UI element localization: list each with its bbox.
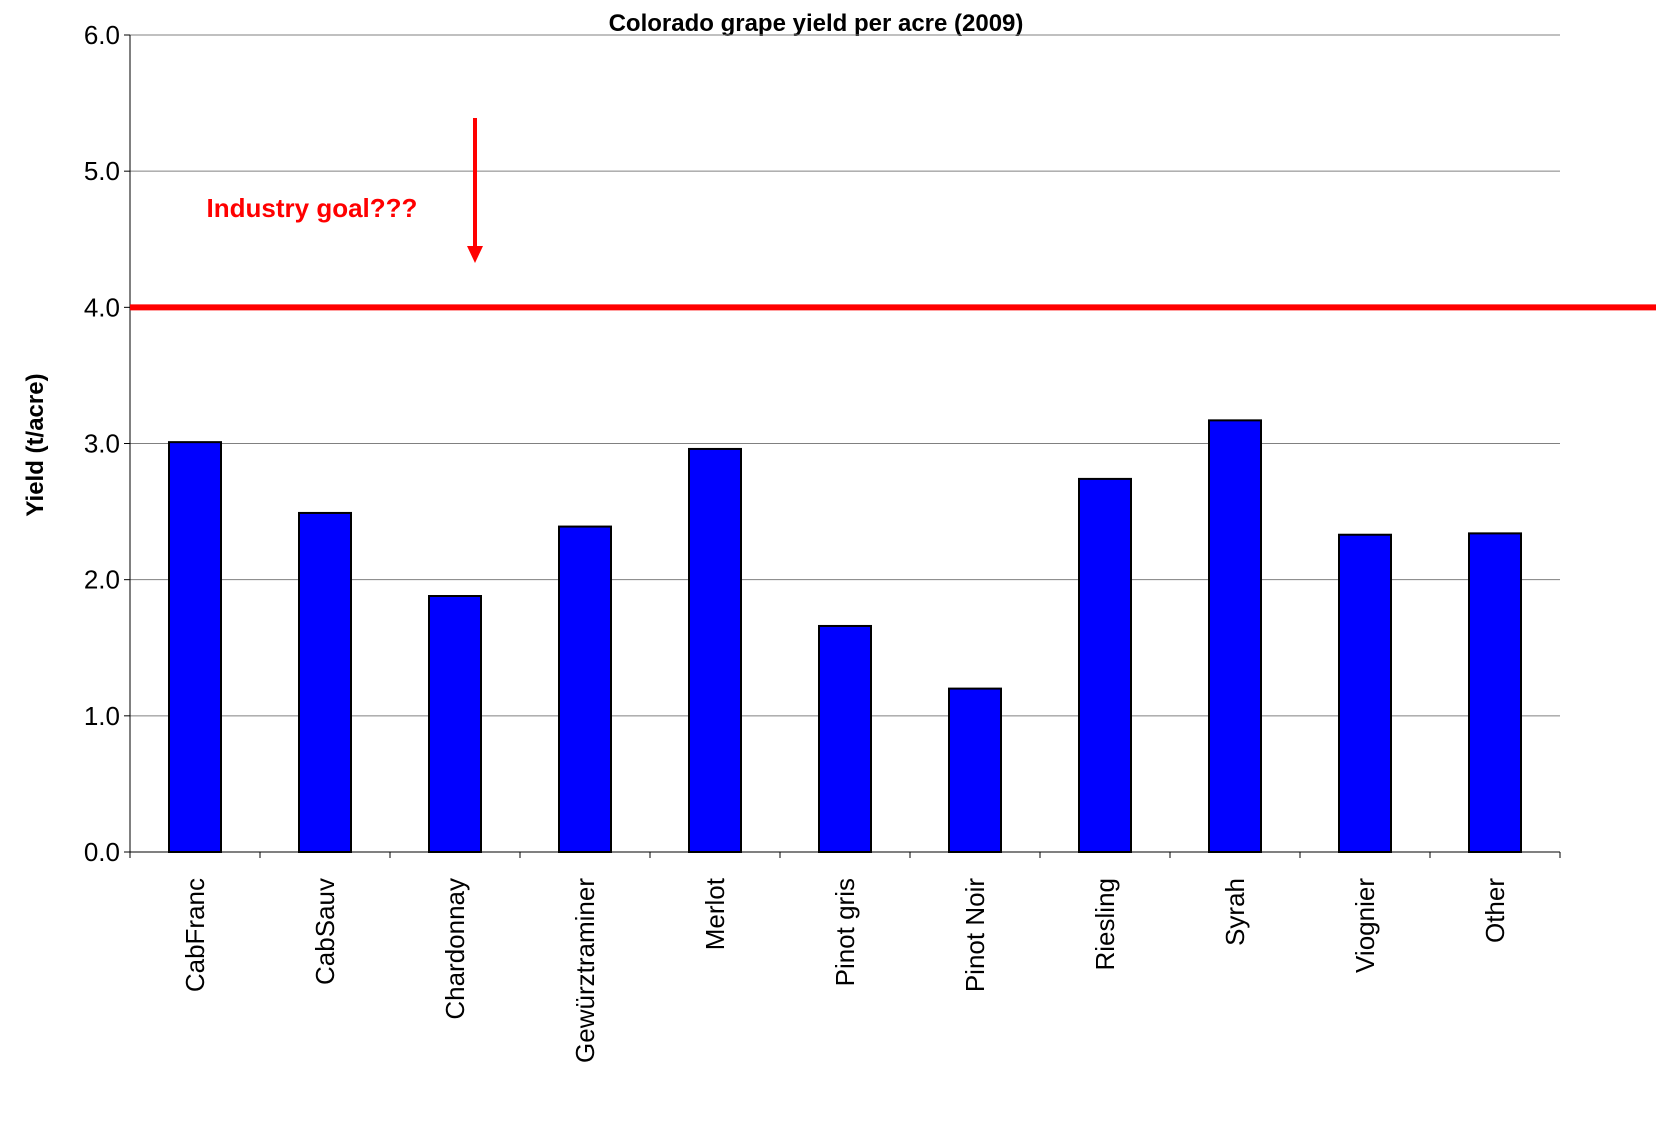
chart-title: Colorado grape yield per acre (2009) [609, 10, 1024, 37]
y-tick-label: 2.0 [84, 565, 120, 595]
x-category-label: Riesling [1090, 878, 1120, 971]
y-tick-labels: 0.0 1.0 2.0 3.0 4.0 5.0 6.0 [84, 20, 120, 867]
bar-cabfranc [168, 441, 222, 853]
bar-cabsauv [298, 511, 352, 853]
bar-chardonnay [428, 595, 482, 853]
x-category-label: CabSauv [310, 878, 340, 985]
industry-goal: Industry goal??? [130, 118, 1656, 311]
bars [168, 419, 1522, 854]
y-tick-label: 6.0 [84, 20, 120, 50]
x-category-label: Syrah [1220, 878, 1250, 946]
bar-gew-rztraminer [558, 525, 612, 853]
arrowhead-icon [467, 246, 483, 263]
x-category-label: Pinot gris [830, 878, 860, 986]
x-category-label: Chardonnay [440, 878, 470, 1020]
x-category-label: Pinot Noir [960, 878, 990, 992]
x-category-label: Viognier [1350, 878, 1380, 973]
bar-other [1468, 532, 1522, 853]
bar-merlot [688, 447, 742, 853]
y-tick-label: 4.0 [84, 292, 120, 322]
y-axis-label: Yield (t/acre) [22, 373, 49, 516]
x-category-label: Merlot [700, 877, 730, 950]
y-tick-label: 1.0 [84, 701, 120, 731]
x-category-labels: CabFranc CabSauv Chardonnay Gewürztraminer M… [180, 877, 1510, 1063]
bar-syrah [1208, 419, 1262, 853]
y-tick-label: 3.0 [84, 429, 120, 459]
y-tick-label: 5.0 [84, 156, 120, 186]
axes [124, 34, 1561, 858]
x-category-label: CabFranc [180, 878, 210, 992]
x-category-label: Other [1480, 878, 1510, 943]
x-category-label: Gewürztraminer [570, 878, 600, 1063]
bar-pinot-gris [818, 624, 872, 853]
bar-pinot-noir [948, 687, 1002, 853]
bar-viognier [1338, 533, 1392, 854]
industry-goal-label: Industry goal??? [207, 193, 418, 223]
y-tick-label: 0.0 [84, 837, 120, 867]
bar-riesling [1078, 477, 1132, 853]
